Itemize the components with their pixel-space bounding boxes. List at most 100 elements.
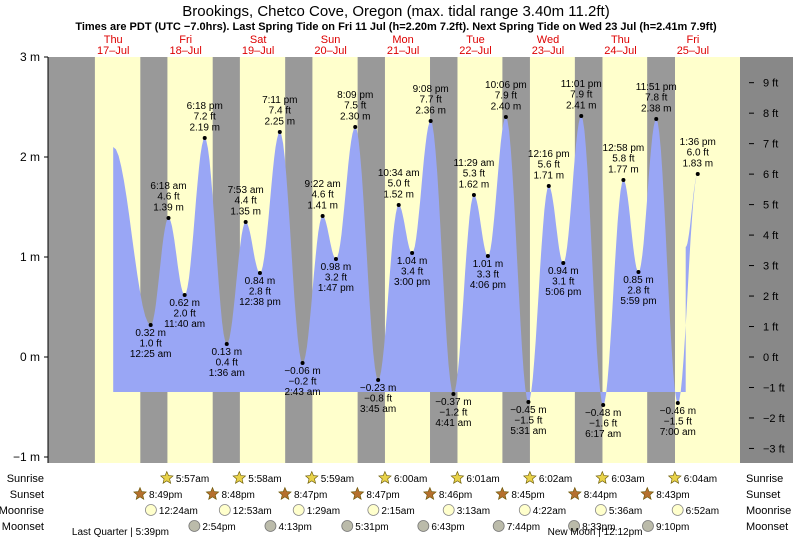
tide-point	[410, 251, 415, 255]
tide-point	[503, 115, 508, 119]
tide-point	[601, 403, 606, 407]
day-label-date: 19–Jul	[242, 45, 274, 57]
tide-m-label: 0.85 m	[623, 275, 654, 286]
sunrise-icon	[232, 470, 247, 484]
right-tick-label: −2 ft	[763, 413, 785, 425]
right-tick-label: 0 ft	[763, 352, 778, 364]
right-tick-label: 8 ft	[763, 108, 778, 120]
moonrise-icon	[218, 504, 231, 516]
tide-ft-label: 2.8 ft	[249, 287, 271, 298]
tide-point	[471, 193, 476, 197]
moonset-time: 5:31pm	[355, 522, 388, 533]
moon-phase-label: Last Quarter | 5:39pm	[72, 527, 169, 538]
tide-time-label: 3:45 am	[360, 404, 396, 415]
tide-time-label: 12:25 am	[130, 349, 172, 360]
sunrise-time: 5:58am	[248, 474, 281, 485]
tide-m-label: 2.25 m	[265, 117, 296, 128]
sunrise-time: 6:00am	[394, 474, 427, 485]
tide-ft-label: 1.0 ft	[140, 339, 162, 350]
sunset-icon	[495, 486, 510, 500]
sunset-time: 8:45pm	[511, 490, 544, 501]
tide-point	[485, 254, 490, 258]
sunrise-time: 6:03am	[611, 474, 644, 485]
day-label-date: 20–Jul	[314, 45, 346, 57]
tide-ft-label: −1.6 ft	[589, 419, 617, 430]
tide-m-label: 0.94 m	[548, 266, 579, 277]
tide-m-label: −0.06 m	[284, 366, 320, 377]
right-tick-label: 6 ft	[763, 169, 778, 181]
plot-area	[48, 57, 793, 463]
tide-ft-label: 5.6 ft	[538, 160, 560, 171]
tide-point	[675, 401, 680, 405]
tide-time-label: 8:09 pm	[337, 90, 373, 101]
moonset-time: 2:54pm	[202, 522, 235, 533]
tide-ft-label: 7.8 ft	[645, 93, 667, 104]
tide-point	[257, 271, 262, 275]
tide-point	[333, 257, 338, 261]
day-label-date: 23–Jul	[532, 45, 564, 57]
row-label-right: Moonset	[746, 521, 788, 533]
moonrise-time: 12:24am	[159, 506, 198, 517]
chart-subtitle: Times are PDT (UTC −7.0hrs). Last Spring…	[75, 21, 717, 33]
tide-time-label: 12:58 pm	[603, 143, 645, 154]
day-label-dow: Thu	[104, 34, 123, 46]
tide-m-label: 2.19 m	[189, 123, 220, 134]
right-margin-band	[740, 57, 793, 463]
day-label-date: 25–Jul	[677, 45, 709, 57]
tide-m-label: 1.35 m	[230, 207, 261, 218]
moonrise-icon	[518, 504, 531, 516]
sunrise-icon	[378, 470, 392, 484]
sunset-time: 8:44pm	[584, 490, 617, 501]
sunrise-time: 5:59am	[321, 474, 354, 485]
sunset-time: 8:47pm	[294, 490, 327, 501]
moonrise-icon	[292, 504, 305, 516]
right-tick-label: 7 ft	[763, 139, 778, 151]
sunrise-time: 6:04am	[684, 474, 717, 485]
tide-ft-label: 7.9 ft	[570, 90, 592, 101]
sunset-icon	[133, 486, 147, 500]
tide-time-label: 9:08 pm	[413, 84, 449, 95]
tide-ft-label: 7.7 ft	[420, 95, 442, 106]
moonset-icon	[188, 520, 201, 532]
tide-m-label: −0.46 m	[660, 406, 696, 417]
tide-point	[182, 293, 187, 297]
tide-point	[376, 378, 381, 382]
tide-time-label: 6:18 pm	[187, 101, 223, 112]
right-tick-label: −3 ft	[763, 443, 785, 455]
tide-m-label: −0.23 m	[360, 383, 396, 394]
tide-point	[224, 342, 229, 346]
moonrise-icon	[367, 504, 380, 516]
moonset-time: 6:43pm	[431, 522, 464, 533]
tide-ft-label: −0.8 ft	[364, 394, 392, 405]
tide-time-label: 4:06 pm	[470, 280, 506, 291]
right-tick-label: 5 ft	[763, 200, 778, 212]
tide-m-label: 2.41 m	[566, 101, 597, 112]
tide-m-label: 2.30 m	[340, 112, 371, 123]
axes: 3 m 2 m 1 m 0 m −1 m 9 ft 8 ft 7 ft 6 ft 5 ft 4 ft…	[13, 50, 785, 464]
moonrise-icon	[594, 504, 607, 516]
day-label-dow: Mon	[392, 34, 413, 46]
tide-time-label: 11:51 pm	[636, 82, 677, 93]
right-tick-label: 4 ft	[763, 230, 778, 242]
tide-point	[243, 220, 248, 224]
moonrise-time: 12:53am	[233, 506, 272, 517]
tide-m-label: 1.04 m	[397, 256, 428, 267]
moonrise-time: 3:13am	[457, 506, 490, 517]
row-label-left: Sunset	[10, 489, 44, 501]
sunset-time: 8:46pm	[439, 490, 472, 501]
moonset-icon	[642, 520, 654, 532]
sun-moon-rows: Sunrise Sunrise Sunset Sunset Moonrise Moonri…	[0, 470, 791, 538]
tide-ft-label: −1.5 ft	[514, 416, 542, 427]
row-label-right: Sunrise	[746, 473, 783, 485]
tide-m-label: −0.37 m	[435, 397, 471, 408]
tide-m-label: −0.45 m	[510, 405, 546, 416]
tide-time-label: 1:47 pm	[318, 283, 354, 294]
tide-point	[428, 119, 433, 123]
sunset-icon	[205, 486, 220, 500]
moonset-time: 7:44pm	[507, 522, 540, 533]
tide-time-label: 2:43 am	[284, 387, 320, 398]
tide-time-label: 6:17 am	[585, 429, 621, 440]
tide-time-label: 7:00 am	[660, 427, 696, 438]
tide-m-label: 2.38 m	[641, 104, 672, 115]
tide-ft-label: 5.3 ft	[463, 169, 485, 180]
